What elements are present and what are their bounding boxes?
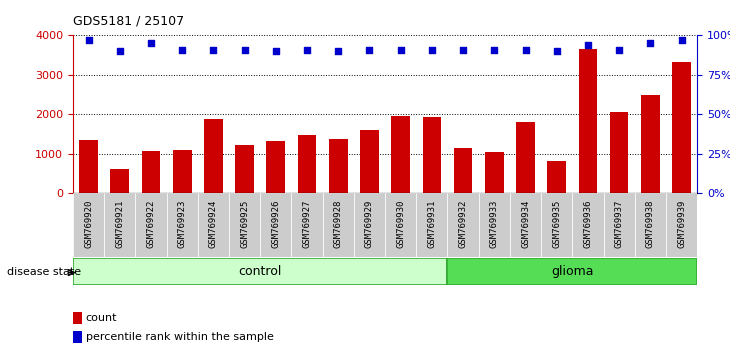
Bar: [142, 151, 161, 193]
Point: [207, 47, 219, 52]
Bar: [266, 141, 285, 193]
Point: [613, 47, 625, 52]
Bar: [479, 193, 510, 257]
Point: [395, 47, 407, 52]
Text: GSM769938: GSM769938: [646, 199, 655, 248]
Bar: [510, 193, 541, 257]
Point: [270, 48, 282, 54]
Text: GSM769920: GSM769920: [84, 199, 93, 248]
Text: percentile rank within the sample: percentile rank within the sample: [86, 332, 274, 342]
Bar: [516, 122, 535, 193]
Text: GSM769937: GSM769937: [615, 199, 623, 248]
Text: GSM769939: GSM769939: [677, 199, 686, 248]
Bar: [291, 193, 323, 257]
Point: [426, 47, 438, 52]
Bar: [298, 136, 316, 193]
Bar: [198, 193, 229, 257]
Bar: [447, 258, 697, 285]
Text: GSM769935: GSM769935: [552, 199, 561, 248]
Bar: [610, 112, 629, 193]
Bar: [391, 116, 410, 193]
Bar: [672, 62, 691, 193]
Point: [582, 42, 593, 48]
Point: [114, 48, 126, 54]
Bar: [136, 193, 166, 257]
Text: GSM769927: GSM769927: [302, 199, 312, 248]
Text: GSM769933: GSM769933: [490, 199, 499, 248]
Bar: [73, 312, 82, 324]
Text: GSM769924: GSM769924: [209, 199, 218, 248]
Point: [82, 37, 94, 43]
Bar: [73, 193, 104, 257]
Bar: [548, 161, 566, 193]
Bar: [416, 193, 447, 257]
Point: [145, 40, 157, 46]
Bar: [260, 193, 291, 257]
Point: [364, 47, 375, 52]
Bar: [360, 130, 379, 193]
Point: [239, 47, 250, 52]
Text: GSM769925: GSM769925: [240, 199, 249, 248]
Text: GSM769922: GSM769922: [147, 199, 155, 248]
Bar: [423, 117, 441, 193]
Text: GSM769934: GSM769934: [521, 199, 530, 248]
Point: [457, 47, 469, 52]
Text: GSM769921: GSM769921: [115, 199, 124, 248]
Bar: [110, 169, 129, 193]
Bar: [80, 140, 98, 193]
Bar: [579, 49, 597, 193]
Bar: [666, 193, 697, 257]
Text: GSM769923: GSM769923: [177, 199, 187, 248]
Bar: [323, 193, 354, 257]
Point: [520, 47, 531, 52]
Bar: [329, 138, 347, 193]
Text: GSM769929: GSM769929: [365, 199, 374, 248]
Text: disease state: disease state: [7, 267, 82, 277]
Point: [645, 40, 656, 46]
Text: GDS5181 / 25107: GDS5181 / 25107: [73, 14, 184, 27]
Bar: [229, 193, 260, 257]
Bar: [73, 331, 82, 343]
Point: [177, 47, 188, 52]
Point: [488, 47, 500, 52]
Bar: [354, 193, 385, 257]
Bar: [104, 193, 136, 257]
Bar: [541, 193, 572, 257]
Text: GSM769926: GSM769926: [272, 199, 280, 248]
Bar: [604, 193, 635, 257]
Point: [301, 47, 313, 52]
Bar: [73, 258, 447, 285]
Point: [551, 48, 563, 54]
Point: [332, 48, 344, 54]
Text: GSM769930: GSM769930: [396, 199, 405, 248]
Bar: [454, 148, 472, 193]
Point: [676, 37, 688, 43]
Bar: [485, 152, 504, 193]
Bar: [173, 150, 191, 193]
Bar: [635, 193, 666, 257]
Bar: [166, 193, 198, 257]
Bar: [235, 145, 254, 193]
Bar: [572, 193, 604, 257]
Text: count: count: [86, 313, 118, 323]
Text: GSM769928: GSM769928: [334, 199, 343, 248]
Bar: [447, 193, 479, 257]
Text: glioma: glioma: [551, 265, 593, 278]
Bar: [385, 193, 416, 257]
Bar: [204, 119, 223, 193]
Text: GSM769931: GSM769931: [427, 199, 437, 248]
Text: control: control: [239, 265, 282, 278]
Text: GSM769936: GSM769936: [583, 199, 593, 248]
Text: GSM769932: GSM769932: [458, 199, 468, 248]
Bar: [641, 95, 660, 193]
